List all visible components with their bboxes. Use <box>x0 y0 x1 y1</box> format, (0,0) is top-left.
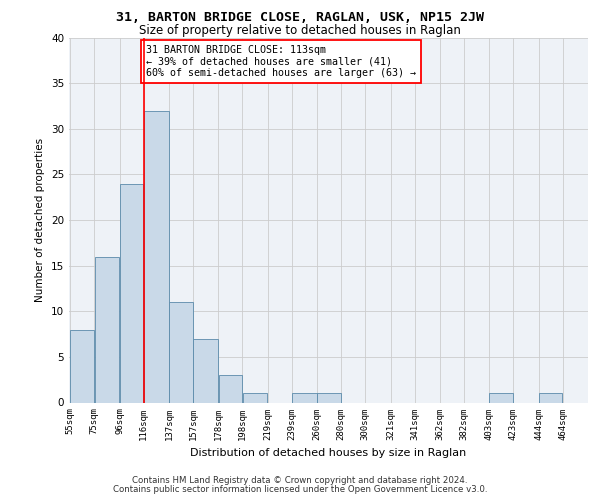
Bar <box>70 330 94 402</box>
Bar <box>144 110 169 403</box>
Text: Size of property relative to detached houses in Raglan: Size of property relative to detached ho… <box>139 24 461 37</box>
Bar <box>317 394 341 402</box>
Text: 31, BARTON BRIDGE CLOSE, RAGLAN, USK, NP15 2JW: 31, BARTON BRIDGE CLOSE, RAGLAN, USK, NP… <box>116 11 484 24</box>
Bar <box>490 394 513 402</box>
Text: Contains HM Land Registry data © Crown copyright and database right 2024.: Contains HM Land Registry data © Crown c… <box>132 476 468 485</box>
Bar <box>193 338 218 402</box>
X-axis label: Distribution of detached houses by size in Raglan: Distribution of detached houses by size … <box>190 448 467 458</box>
Bar <box>218 375 242 402</box>
Bar <box>95 256 119 402</box>
Bar <box>292 394 317 402</box>
Bar <box>539 394 562 402</box>
Text: Contains public sector information licensed under the Open Government Licence v3: Contains public sector information licen… <box>113 485 487 494</box>
Bar <box>242 394 268 402</box>
Y-axis label: Number of detached properties: Number of detached properties <box>35 138 46 302</box>
Text: 31 BARTON BRIDGE CLOSE: 113sqm
← 39% of detached houses are smaller (41)
60% of : 31 BARTON BRIDGE CLOSE: 113sqm ← 39% of … <box>146 45 416 78</box>
Bar <box>169 302 193 402</box>
Bar <box>120 184 143 402</box>
